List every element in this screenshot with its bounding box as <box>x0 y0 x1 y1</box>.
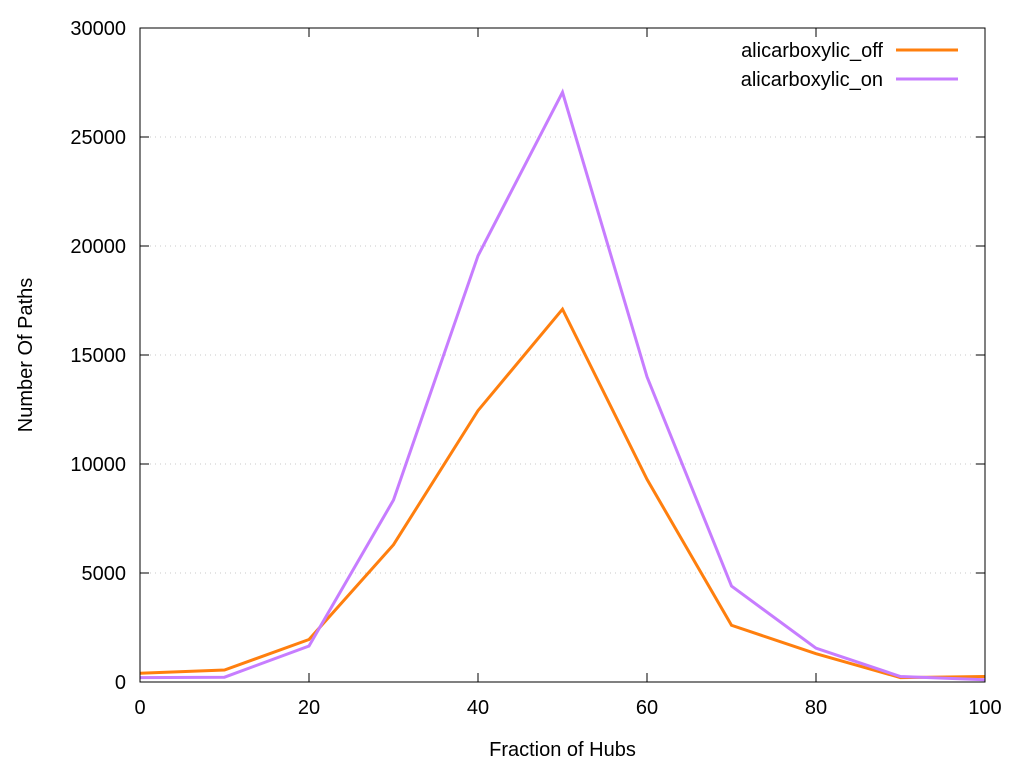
x-tick-label: 80 <box>805 697 827 719</box>
y-tick-label: 25000 <box>70 127 126 149</box>
x-axis-label: Fraction of Hubs <box>489 739 636 761</box>
axis-ticks <box>139 27 986 683</box>
x-tick-label: 0 <box>134 697 145 719</box>
series-lines <box>139 88 986 682</box>
y-tick-labels: 0 5000 10000 15000 20000 25000 30000 <box>70 18 126 694</box>
y-tick-label: 0 <box>115 672 126 694</box>
plot-frame <box>139 27 986 683</box>
x-tick-labels: 0 20 40 60 80 100 <box>134 697 1001 719</box>
x-tick-label: 20 <box>298 697 320 719</box>
y-tick-label: 15000 <box>70 345 126 367</box>
y-axis-label: Number Of Paths <box>15 278 37 433</box>
legend-label: alicarboxylic_off <box>741 40 883 62</box>
y-tick-label: 30000 <box>70 18 126 40</box>
grid-lines <box>140 136 985 574</box>
legend: alicarboxylic_off alicarboxylic_on <box>741 40 958 91</box>
y-tick-label: 20000 <box>70 236 126 258</box>
series-line-alicarboxylic-off <box>139 306 986 680</box>
x-tick-label: 100 <box>968 697 1001 719</box>
legend-label: alicarboxylic_on <box>741 69 883 91</box>
x-tick-label: 60 <box>636 697 658 719</box>
y-tick-label: 5000 <box>82 563 127 585</box>
y-tick-label: 10000 <box>70 454 126 476</box>
series-line-alicarboxylic-on <box>139 88 986 682</box>
x-tick-label: 40 <box>467 697 489 719</box>
